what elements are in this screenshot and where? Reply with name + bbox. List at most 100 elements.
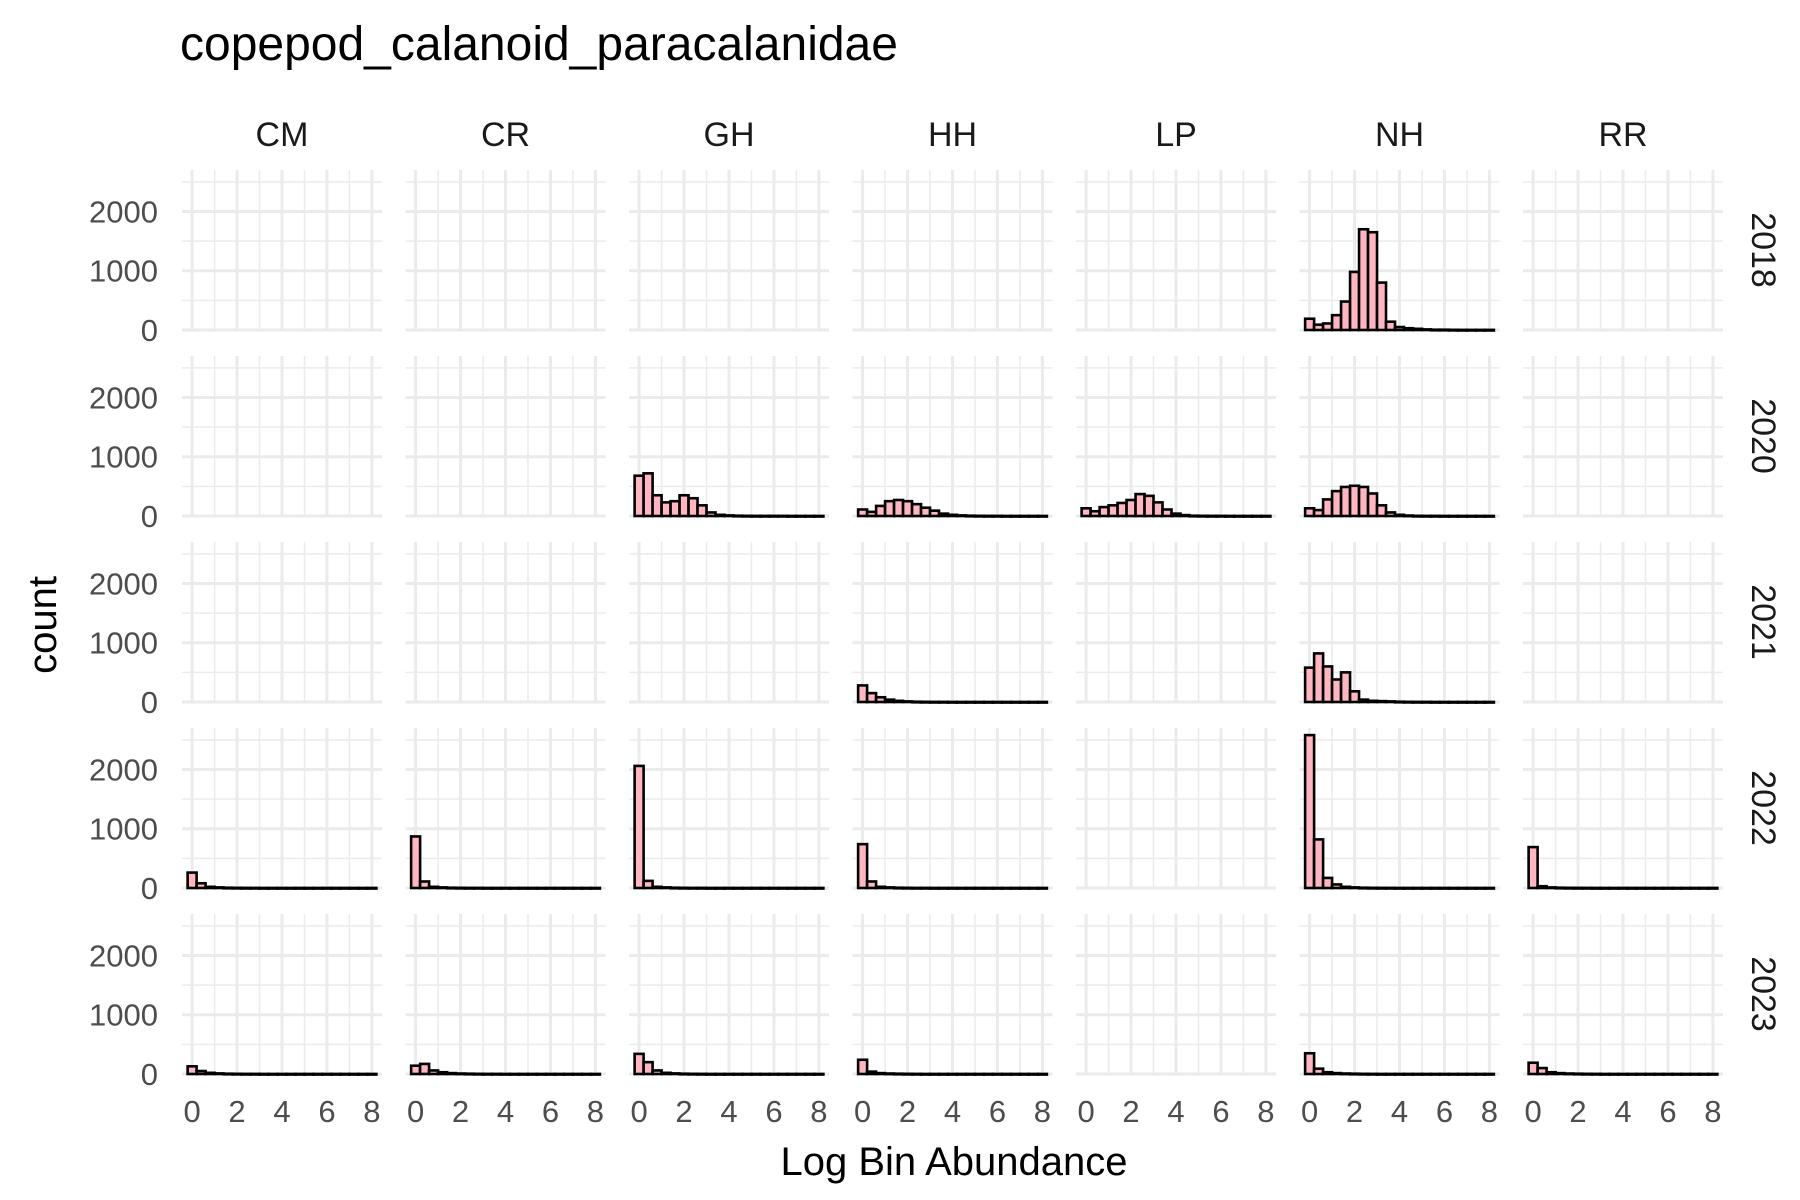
histogram-bar <box>786 514 798 518</box>
histogram-bar <box>499 1072 512 1076</box>
histogram-bar <box>1312 323 1325 332</box>
histogram-bar <box>991 886 1004 890</box>
histogram-bar <box>946 1072 959 1076</box>
histogram-bar <box>1644 1072 1656 1076</box>
histogram-bar <box>1456 886 1469 890</box>
histogram-bar <box>517 886 530 890</box>
histogram-bar <box>1554 1071 1566 1076</box>
x-tick-label: 0 <box>1301 1094 1318 1129</box>
histogram-bar <box>330 1072 342 1076</box>
histogram-bar <box>294 886 306 890</box>
histogram-bar <box>1009 514 1022 518</box>
histogram-bar <box>1188 514 1200 518</box>
histogram-bar <box>1009 700 1022 704</box>
histogram-bar <box>813 1072 825 1076</box>
histogram-bar <box>813 886 825 890</box>
histogram-bar <box>1339 671 1352 704</box>
histogram-bar <box>490 1072 503 1076</box>
histogram-bar <box>240 886 252 890</box>
histogram-bar <box>1438 514 1451 518</box>
histogram-bar <box>955 1072 968 1076</box>
histogram-bar <box>892 886 905 890</box>
histogram-bar <box>1018 514 1031 518</box>
strip-label-2022: 2022 <box>1744 770 1782 846</box>
histogram-bar <box>276 886 288 890</box>
histogram-bar <box>1483 514 1496 518</box>
histogram-bar <box>1420 886 1433 890</box>
y-tick-label: 1000 <box>89 440 158 475</box>
histogram-bar <box>472 886 485 890</box>
panel-cr-2021 <box>405 542 606 704</box>
histogram-bar <box>1170 512 1182 518</box>
x-tick-label: 4 <box>1391 1094 1408 1129</box>
histogram-bar <box>1348 1072 1361 1076</box>
histogram-bar <box>409 835 422 890</box>
panel-hh-2020 <box>852 356 1053 518</box>
histogram-bar <box>955 700 968 704</box>
histogram-bar <box>1402 514 1415 518</box>
histogram-bar <box>1330 883 1343 890</box>
histogram-bar <box>1357 485 1370 518</box>
histogram-bar <box>660 1071 672 1076</box>
histogram-bar <box>901 1072 914 1076</box>
histogram-bar <box>1393 325 1406 332</box>
histogram-bar <box>1465 514 1478 518</box>
histogram-bar <box>991 514 1004 518</box>
histogram-bar <box>874 885 887 890</box>
histogram-bar <box>436 886 449 890</box>
histogram-bar <box>946 513 959 518</box>
histogram-bar <box>750 886 762 890</box>
histogram-bar <box>1402 886 1415 890</box>
histogram-bar <box>982 886 995 890</box>
histogram-bar <box>1321 1070 1334 1076</box>
histogram-bar <box>508 886 521 890</box>
histogram-bar <box>1447 328 1460 332</box>
histogram-bar <box>1635 886 1647 890</box>
histogram-bar <box>1339 885 1352 890</box>
histogram-bar <box>1339 300 1352 332</box>
histogram-bar <box>901 886 914 890</box>
panel-nh-2020 <box>1299 356 1500 518</box>
histogram-bar <box>1321 322 1334 332</box>
histogram-bar <box>445 886 458 890</box>
histogram-bar <box>1411 1072 1424 1076</box>
histogram-bar <box>1384 511 1397 518</box>
histogram-bar <box>741 886 753 890</box>
panel-nh-2021 <box>1299 542 1500 704</box>
panel-lp-2020 <box>1076 356 1276 518</box>
histogram-bar <box>964 1072 977 1076</box>
histogram-bar <box>258 1072 270 1076</box>
histogram-bar <box>633 1052 645 1076</box>
histogram-bar <box>777 886 789 890</box>
x-tick-label: 4 <box>497 1094 514 1129</box>
histogram-bar <box>1009 1072 1022 1076</box>
histogram-bar <box>946 700 959 704</box>
x-tick-label: 2 <box>1569 1094 1586 1129</box>
histogram-bar <box>526 886 539 890</box>
histogram-bar <box>1384 1072 1397 1076</box>
x-tick-label: 2 <box>675 1094 692 1129</box>
histogram-bar <box>1330 1071 1343 1076</box>
histogram-bar <box>1348 270 1361 332</box>
histogram-bar <box>1107 504 1119 518</box>
histogram-bar <box>1429 886 1442 890</box>
histogram-bar <box>714 513 726 518</box>
histogram-bar <box>964 700 977 704</box>
x-tick-label: 0 <box>1077 1094 1094 1129</box>
histogram-bar <box>1224 514 1236 518</box>
histogram-bar <box>777 1072 789 1076</box>
histogram-bar <box>687 496 699 518</box>
histogram-bar <box>1215 514 1227 518</box>
histogram-bar <box>732 1072 744 1076</box>
x-axis-title: Log Bin Abundance <box>781 1140 1128 1184</box>
histogram-bar <box>1375 886 1388 890</box>
x-tick-label: 0 <box>183 1094 200 1129</box>
x-tick-label: 2 <box>228 1094 245 1129</box>
histogram-bar <box>901 700 914 704</box>
histogram-bar <box>1698 886 1710 890</box>
histogram-bar <box>750 1072 762 1076</box>
histogram-bar <box>1303 317 1316 332</box>
histogram-bar <box>973 514 986 518</box>
x-tick-label: 8 <box>1704 1094 1721 1129</box>
x-tick-label: 6 <box>318 1094 335 1129</box>
